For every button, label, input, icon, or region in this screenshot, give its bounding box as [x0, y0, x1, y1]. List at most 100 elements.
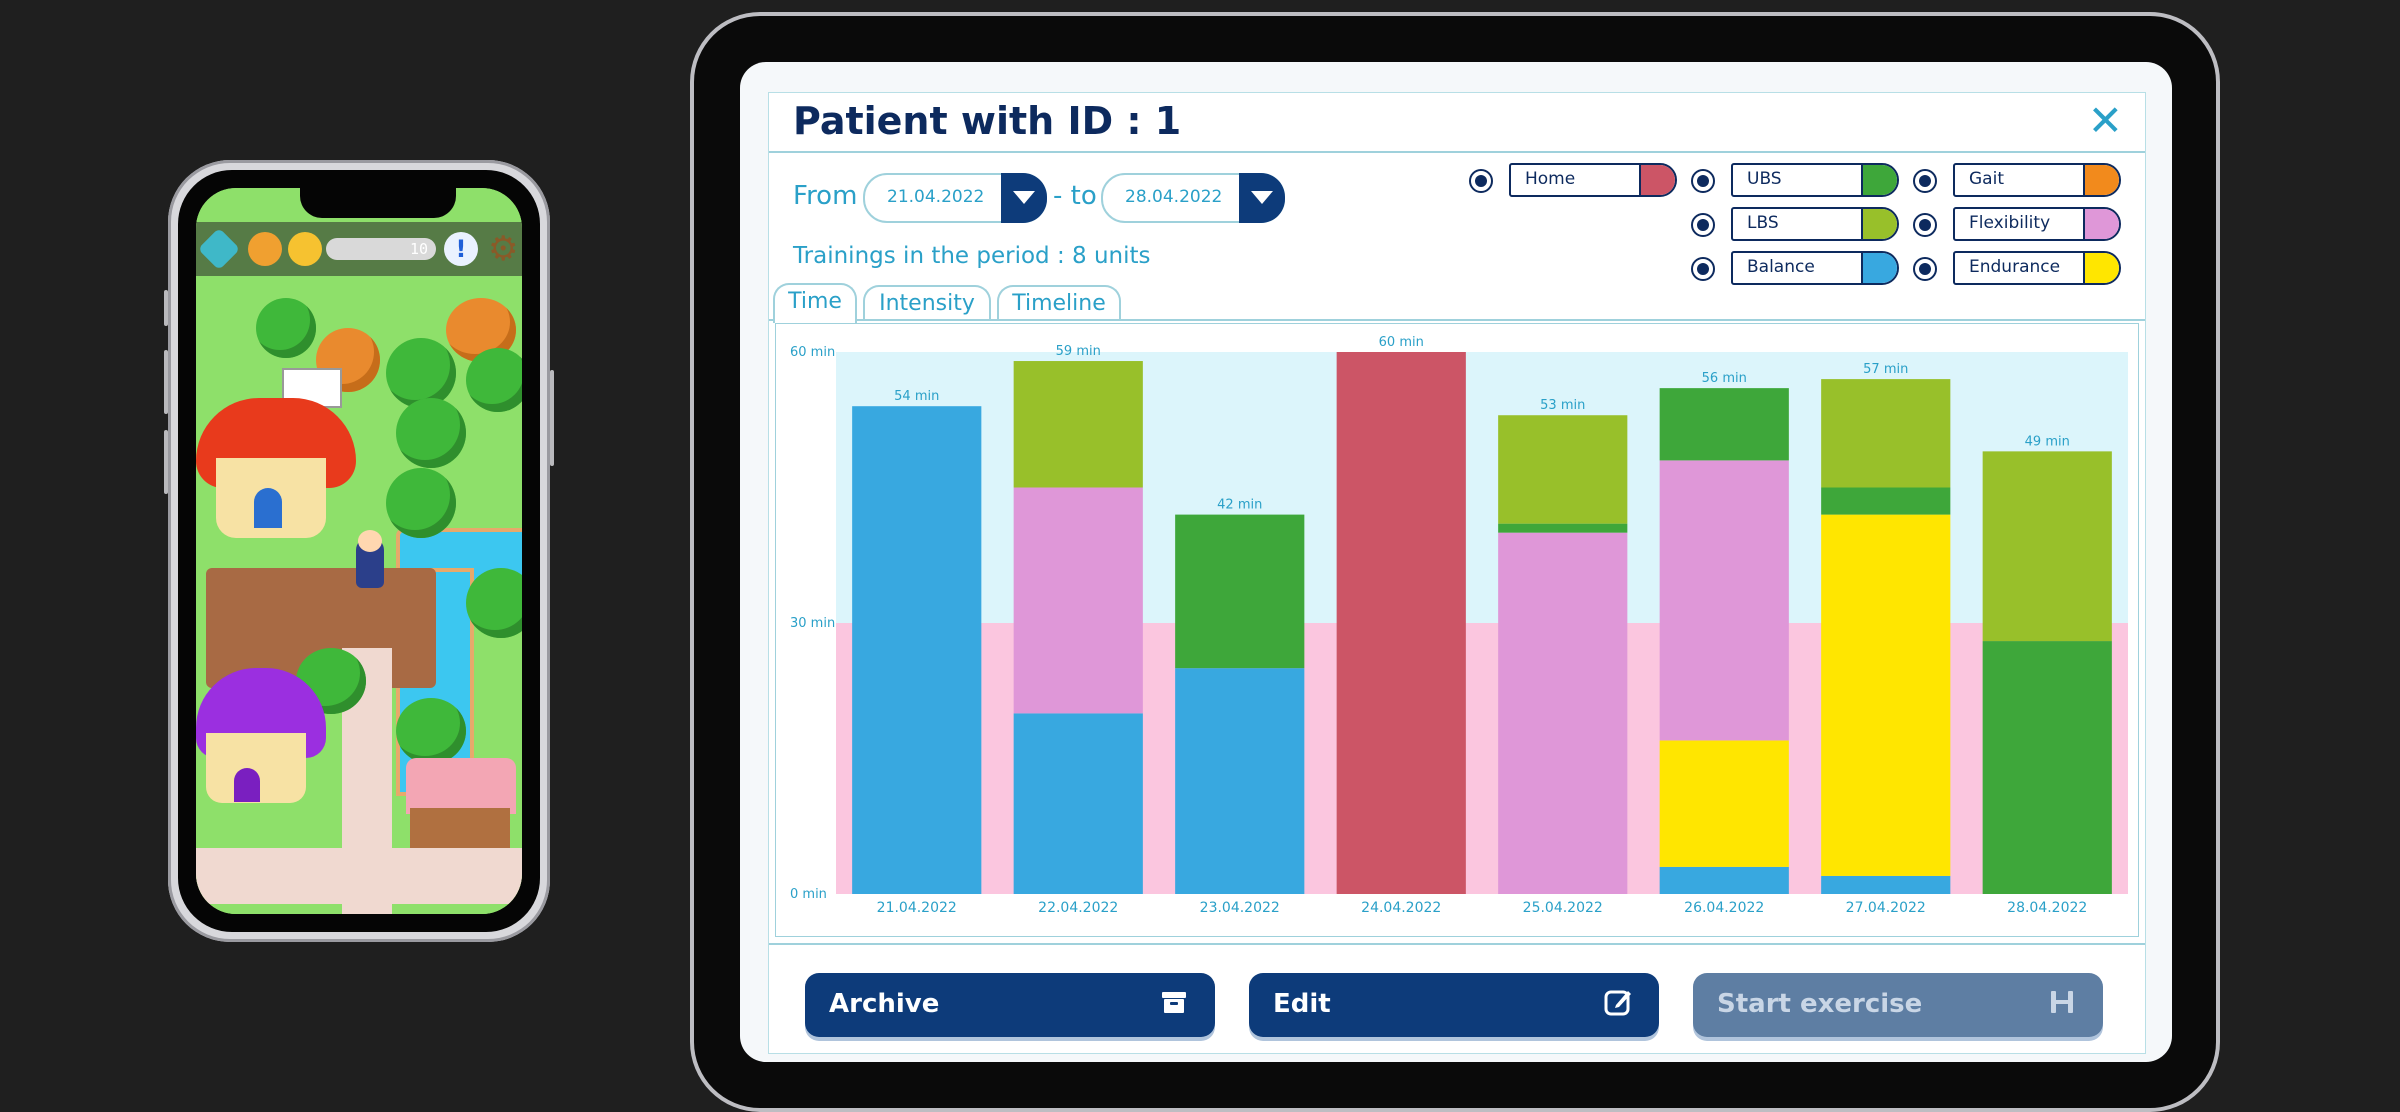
tab-time[interactable]: Time — [773, 283, 857, 323]
archive-button[interactable]: Archive — [805, 973, 1215, 1037]
bar-segment-lbs — [1821, 379, 1951, 488]
shop-counter[interactable] — [410, 808, 510, 848]
bar-segment-lbs — [1498, 415, 1628, 524]
tabs-divider — [769, 319, 2145, 321]
start-exercise-button[interactable]: Start exercise — [1693, 973, 2103, 1037]
phone-volume-up — [164, 350, 168, 414]
bar-segment-flexibility — [1498, 532, 1628, 894]
from-date-value: 21.04.2022 — [887, 187, 985, 207]
hud-progress-bar: 10 — [326, 238, 436, 260]
game-plaza — [196, 848, 522, 904]
bottom-divider — [769, 943, 2145, 945]
radio-icon[interactable] — [1913, 257, 1937, 281]
time-chart: 0 min 30 min 60 min 54 min 21.04.2022 59 min 2… — [775, 323, 2139, 937]
phone-volume-down — [164, 430, 168, 494]
radio-icon[interactable] — [1913, 169, 1937, 193]
legend-box: UBS — [1731, 163, 1899, 197]
legend-label: Endurance — [1969, 257, 2061, 277]
bar-segment-balance — [1659, 866, 1789, 894]
radio-icon[interactable] — [1469, 169, 1493, 193]
x-tick-label: 24.04.2022 — [1361, 900, 1441, 916]
y-tick-label: 60 min — [790, 345, 835, 360]
legend-label: Flexibility — [1969, 213, 2051, 233]
legend-box: Balance — [1731, 251, 1899, 285]
legend-box: Flexibility — [1953, 207, 2121, 241]
gear-icon[interactable]: ⚙ — [488, 229, 519, 269]
bar-segment-ubs — [1175, 514, 1305, 669]
bar-segment-endurance — [1659, 740, 1789, 867]
y-tick-label: 30 min — [790, 616, 835, 631]
player-head — [358, 530, 382, 552]
legend-swatch — [1861, 253, 1897, 283]
edit-icon — [1604, 990, 1631, 1016]
bar-segment-balance — [852, 406, 982, 894]
gold-coin-icon[interactable] — [288, 232, 322, 266]
phone-power-button — [550, 370, 554, 466]
tree — [386, 338, 456, 408]
x-tick-label: 22.04.2022 — [1038, 900, 1118, 916]
start-exercise-label: Start exercise — [1717, 989, 1923, 1019]
page-title: Patient with ID : 1 — [793, 99, 1182, 143]
tree — [466, 348, 522, 412]
legend-swatch — [1861, 209, 1897, 239]
tree — [386, 468, 456, 538]
radio-icon[interactable] — [1691, 213, 1715, 237]
shop-awning — [406, 758, 516, 814]
patient-panel: Patient with ID : 1 ✕ From 21.04.2022 - … — [768, 92, 2146, 1054]
to-date-value: 28.04.2022 — [1125, 187, 1223, 207]
tab-intensity[interactable]: Intensity — [863, 285, 991, 321]
archive-label: Archive — [829, 989, 940, 1019]
bar-segment-ubs — [1821, 487, 1951, 515]
purple-house-door[interactable] — [234, 768, 260, 802]
radio-icon[interactable] — [1691, 257, 1715, 281]
chevron-down-icon[interactable] — [1239, 173, 1285, 223]
bar-total-label: 60 min — [1379, 335, 1424, 350]
legend-box: Endurance — [1953, 251, 2121, 285]
from-date-picker[interactable]: 21.04.2022 — [863, 173, 1047, 223]
bar-segment-flexibility — [1659, 460, 1789, 741]
x-tick-label: 26.04.2022 — [1684, 900, 1764, 916]
red-house-door[interactable] — [254, 488, 282, 528]
legend-box: Home — [1509, 163, 1677, 197]
bar-segment-lbs — [1982, 451, 2112, 642]
bar-segment-balance — [1175, 668, 1305, 894]
bar-segment-balance — [1013, 713, 1143, 894]
legend-label: Balance — [1747, 257, 1815, 277]
legend-swatch — [2083, 253, 2119, 283]
legend-box: Gait — [1953, 163, 2121, 197]
phone-bezel: 10 ! ⚙ — [178, 170, 540, 932]
chevron-down-icon[interactable] — [1001, 173, 1047, 223]
bar-segment-endurance — [1821, 514, 1951, 876]
y-tick-label: 0 min — [790, 887, 827, 902]
stacked-bar-chart: 0 min 30 min 60 min 54 min 21.04.2022 59 min 2… — [790, 335, 2128, 916]
bar-total-label: 42 min — [1217, 498, 1262, 513]
alert-icon[interactable]: ! — [444, 232, 478, 266]
bar-total-label: 54 min — [894, 389, 939, 404]
map-icon[interactable] — [197, 227, 241, 271]
legend-label: UBS — [1747, 169, 1782, 189]
archive-icon — [1162, 992, 1186, 1013]
edit-button[interactable]: Edit — [1249, 973, 1659, 1037]
bar-segment-balance — [1821, 875, 1951, 894]
bar-segment-ubs — [1659, 388, 1789, 461]
x-tick-label: 27.04.2022 — [1846, 900, 1926, 916]
game-screen[interactable]: 10 ! ⚙ — [196, 188, 522, 914]
tree — [466, 568, 522, 638]
legend-swatch — [2083, 165, 2119, 195]
coin-icon[interactable] — [248, 232, 282, 266]
x-tick-label: 21.04.2022 — [877, 900, 957, 916]
tab-timeline[interactable]: Timeline — [997, 285, 1121, 321]
x-tick-label: 25.04.2022 — [1523, 900, 1603, 916]
radio-icon[interactable] — [1691, 169, 1715, 193]
close-icon[interactable]: ✕ — [2087, 96, 2123, 145]
bar-total-label: 59 min — [1056, 344, 1101, 359]
phone-mute-switch — [164, 290, 168, 326]
title-divider — [769, 151, 2145, 153]
tree — [396, 698, 466, 764]
bar-segment-ubs — [1498, 523, 1628, 533]
legend-box: LBS — [1731, 207, 1899, 241]
legend-swatch — [2083, 209, 2119, 239]
legend-label: Home — [1525, 169, 1576, 189]
radio-icon[interactable] — [1913, 213, 1937, 237]
to-date-picker[interactable]: 28.04.2022 — [1101, 173, 1285, 223]
